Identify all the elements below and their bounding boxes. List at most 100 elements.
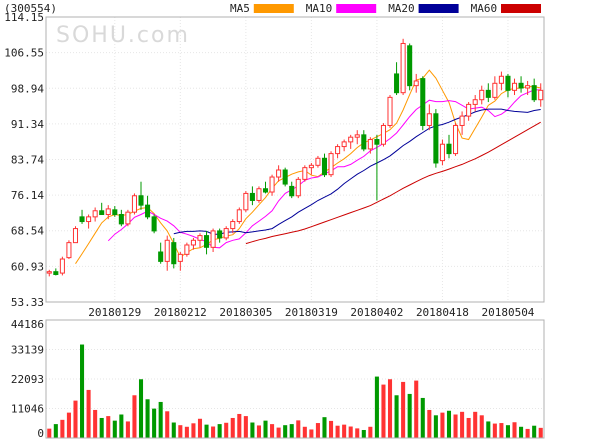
candle bbox=[511, 78, 518, 96]
volume-bar bbox=[152, 408, 157, 438]
volume-bar bbox=[322, 417, 327, 438]
volume-bar bbox=[505, 425, 510, 438]
candle bbox=[204, 230, 210, 255]
candle-body bbox=[138, 195, 144, 206]
volume-bar bbox=[342, 424, 347, 438]
price-tick-label: 60.93 bbox=[11, 260, 44, 273]
candle bbox=[269, 174, 275, 196]
candle bbox=[86, 214, 92, 229]
candle-body bbox=[420, 78, 426, 126]
legend-label-ma5: MA5 bbox=[230, 2, 250, 15]
volume-bar bbox=[519, 426, 524, 438]
legend-swatch-ma20 bbox=[418, 4, 459, 13]
legend-label-ma20: MA20 bbox=[388, 2, 415, 15]
candle bbox=[105, 205, 111, 220]
price-grid bbox=[46, 17, 544, 302]
volume-bar bbox=[276, 427, 281, 438]
volume-bar bbox=[302, 426, 307, 438]
volume-bar bbox=[165, 411, 170, 438]
candle bbox=[249, 186, 255, 206]
volume-bar bbox=[191, 423, 196, 438]
candle-body bbox=[407, 45, 413, 87]
candle-body bbox=[433, 113, 439, 164]
ma20-line bbox=[173, 108, 541, 235]
volume-bar bbox=[283, 425, 288, 438]
volume-tick-label: 22093 bbox=[11, 373, 44, 386]
candle-body bbox=[394, 73, 400, 94]
candle-body bbox=[446, 143, 452, 155]
volume-bar bbox=[60, 419, 65, 438]
candle bbox=[79, 209, 85, 224]
candle bbox=[315, 155, 321, 168]
candle bbox=[341, 139, 347, 152]
candle bbox=[426, 104, 432, 131]
volume-bar bbox=[158, 401, 163, 438]
volume-bar bbox=[329, 420, 334, 438]
volume-tick-label: 11046 bbox=[11, 403, 44, 416]
candle-body bbox=[112, 209, 118, 216]
volume-bar bbox=[460, 411, 465, 438]
candle bbox=[472, 95, 478, 112]
candle bbox=[46, 269, 52, 277]
candle bbox=[171, 237, 177, 269]
legend-swatch-ma5 bbox=[253, 4, 294, 13]
volume-tick-label: 44186 bbox=[11, 318, 44, 331]
volume-bar bbox=[387, 379, 393, 438]
candle-body bbox=[99, 210, 105, 216]
candle bbox=[210, 228, 216, 253]
ma60-line bbox=[245, 121, 541, 245]
volume-bar bbox=[368, 426, 373, 438]
candle bbox=[66, 240, 72, 260]
candle-body bbox=[151, 216, 157, 232]
candle bbox=[72, 226, 79, 244]
candle-body bbox=[59, 258, 65, 274]
volume-bar bbox=[224, 422, 229, 438]
price-tick-label: 114.15 bbox=[4, 11, 44, 24]
volume-bar bbox=[525, 428, 530, 438]
candle bbox=[321, 153, 328, 178]
volume-bar bbox=[211, 426, 216, 438]
candle-body bbox=[79, 216, 85, 223]
candle bbox=[230, 219, 236, 234]
candle-body bbox=[453, 124, 459, 155]
candle bbox=[479, 85, 485, 105]
volume-bar bbox=[250, 422, 255, 438]
candle-body bbox=[361, 134, 367, 150]
candle-body bbox=[341, 141, 347, 148]
date-tick-label: 20180129 bbox=[88, 306, 141, 319]
candle bbox=[492, 76, 498, 100]
candle bbox=[374, 134, 380, 201]
candle bbox=[112, 206, 118, 217]
candle-body bbox=[46, 271, 52, 274]
candle bbox=[308, 162, 314, 175]
volume-bar bbox=[47, 428, 52, 438]
candle bbox=[498, 71, 504, 91]
candle-body bbox=[498, 75, 504, 84]
ma5-line bbox=[75, 69, 541, 264]
candle-body bbox=[511, 82, 518, 91]
volume-bar bbox=[270, 424, 275, 438]
candle bbox=[164, 235, 170, 271]
candle bbox=[538, 83, 544, 107]
volume-bar bbox=[486, 421, 491, 438]
volume-bar bbox=[289, 424, 294, 438]
candle bbox=[99, 202, 105, 216]
volume-bar bbox=[243, 416, 248, 438]
volume-bar bbox=[184, 426, 189, 438]
candle bbox=[217, 228, 223, 243]
candle-body bbox=[315, 157, 321, 166]
candle-body bbox=[321, 157, 328, 176]
candle bbox=[125, 209, 131, 227]
price-tick-label: 76.14 bbox=[11, 189, 44, 202]
volume-bar bbox=[263, 420, 268, 438]
legend: MA5 MA10 MA20 MA60 bbox=[230, 2, 541, 15]
candle bbox=[433, 109, 439, 168]
candle bbox=[223, 226, 229, 241]
date-tick-label: 20180402 bbox=[350, 306, 403, 319]
candle-body bbox=[479, 89, 485, 101]
volume-bar bbox=[178, 425, 183, 438]
candle-body bbox=[466, 103, 472, 117]
volume-panel-frame bbox=[45, 319, 545, 439]
candle bbox=[485, 83, 491, 103]
